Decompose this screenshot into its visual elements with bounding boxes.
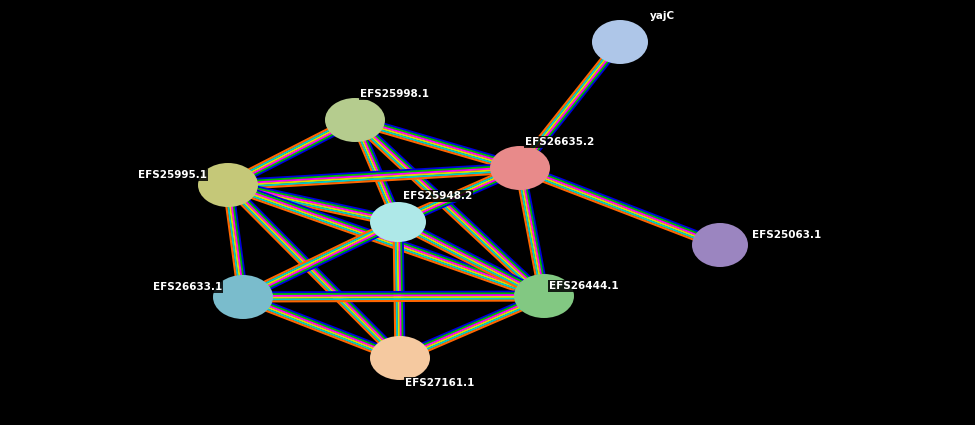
Text: EFS25948.2: EFS25948.2 (403, 191, 472, 201)
Ellipse shape (370, 336, 430, 380)
Text: EFS26633.1: EFS26633.1 (153, 282, 222, 292)
Text: EFS26635.2: EFS26635.2 (525, 137, 594, 147)
Text: EFS26444.1: EFS26444.1 (549, 281, 618, 291)
Ellipse shape (692, 223, 748, 267)
Text: EFS25998.1: EFS25998.1 (360, 89, 429, 99)
Ellipse shape (592, 20, 648, 64)
Text: yajC: yajC (650, 11, 675, 21)
Ellipse shape (198, 163, 258, 207)
Text: EFS27161.1: EFS27161.1 (405, 378, 475, 388)
Ellipse shape (325, 98, 385, 142)
Text: EFS25995.1: EFS25995.1 (138, 170, 207, 180)
Ellipse shape (514, 274, 574, 318)
Ellipse shape (490, 146, 550, 190)
Text: EFS25063.1: EFS25063.1 (752, 230, 821, 240)
Ellipse shape (370, 202, 426, 242)
Ellipse shape (213, 275, 273, 319)
